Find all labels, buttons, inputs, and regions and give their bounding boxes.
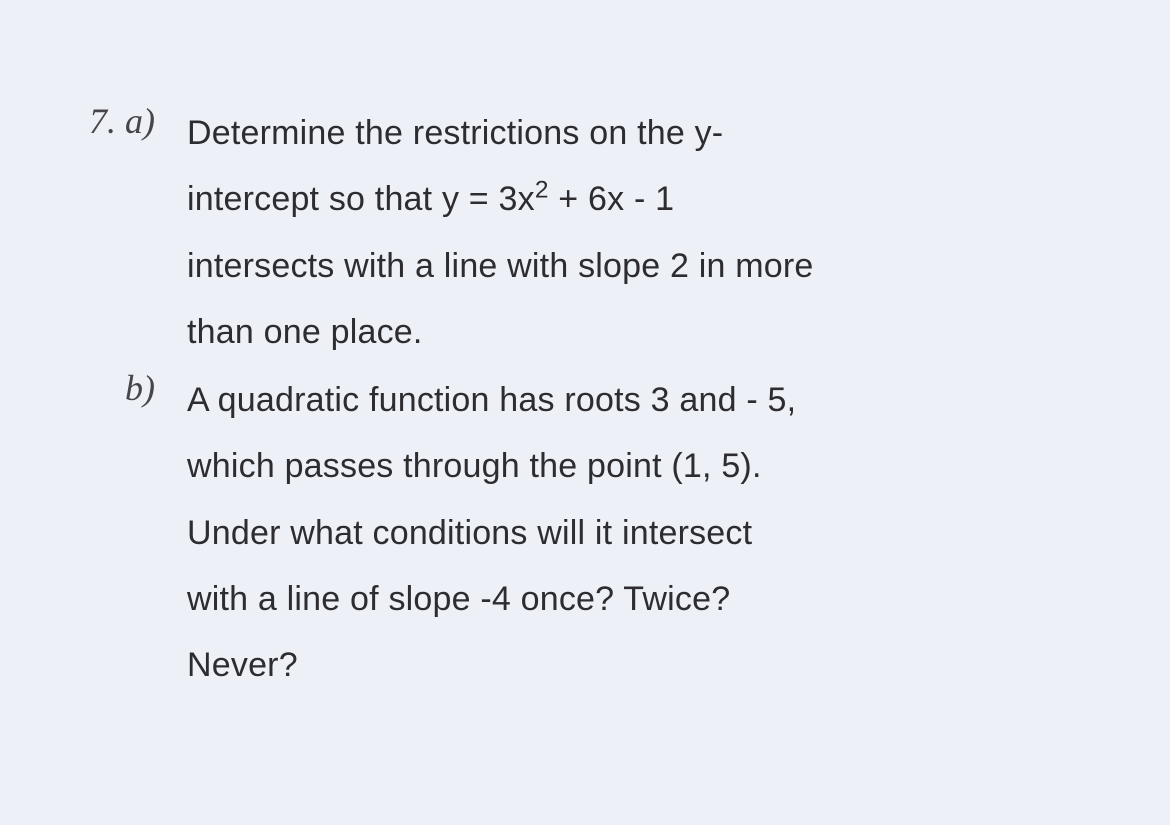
part-a: 7. a) Determine the restrictions on the … xyxy=(75,100,1110,365)
part-a-line-4: than one place. xyxy=(187,299,1110,365)
part-b-label-column: b) xyxy=(75,367,165,409)
part-a-body: Determine the restrictions on the y- int… xyxy=(165,100,1110,365)
question-number-label: 7. a) xyxy=(89,101,155,141)
part-a-line-2-post: + 6x - 1 xyxy=(549,180,675,218)
part-a-line-3: intersects with a line with slope 2 in m… xyxy=(187,233,1110,299)
part-b-line-1: A quadratic function has roots 3 and - 5… xyxy=(187,367,1110,433)
part-a-exponent: 2 xyxy=(535,177,549,204)
part-b-label: b) xyxy=(125,368,155,408)
part-a-line-2: intercept so that y = 3x2 + 6x - 1 xyxy=(187,166,1110,232)
part-b: b) A quadratic function has roots 3 and … xyxy=(75,367,1110,698)
part-a-line-2-pre: intercept so that y = 3x xyxy=(187,180,535,218)
part-b-line-4: with a line of slope -4 once? Twice? xyxy=(187,566,1110,632)
part-b-body: A quadratic function has roots 3 and - 5… xyxy=(165,367,1110,698)
part-b-line-5: Never? xyxy=(187,632,1110,698)
question-number: 7. xyxy=(89,101,116,141)
problem-container: 7. a) Determine the restrictions on the … xyxy=(75,100,1110,699)
part-b-line-2: which passes through the point (1, 5). xyxy=(187,433,1110,499)
part-a-label-column: 7. a) xyxy=(75,100,165,142)
part-b-line-3: Under what conditions will it intersect xyxy=(187,500,1110,566)
part-a-label: a) xyxy=(125,101,155,141)
part-a-line-1: Determine the restrictions on the y- xyxy=(187,100,1110,166)
